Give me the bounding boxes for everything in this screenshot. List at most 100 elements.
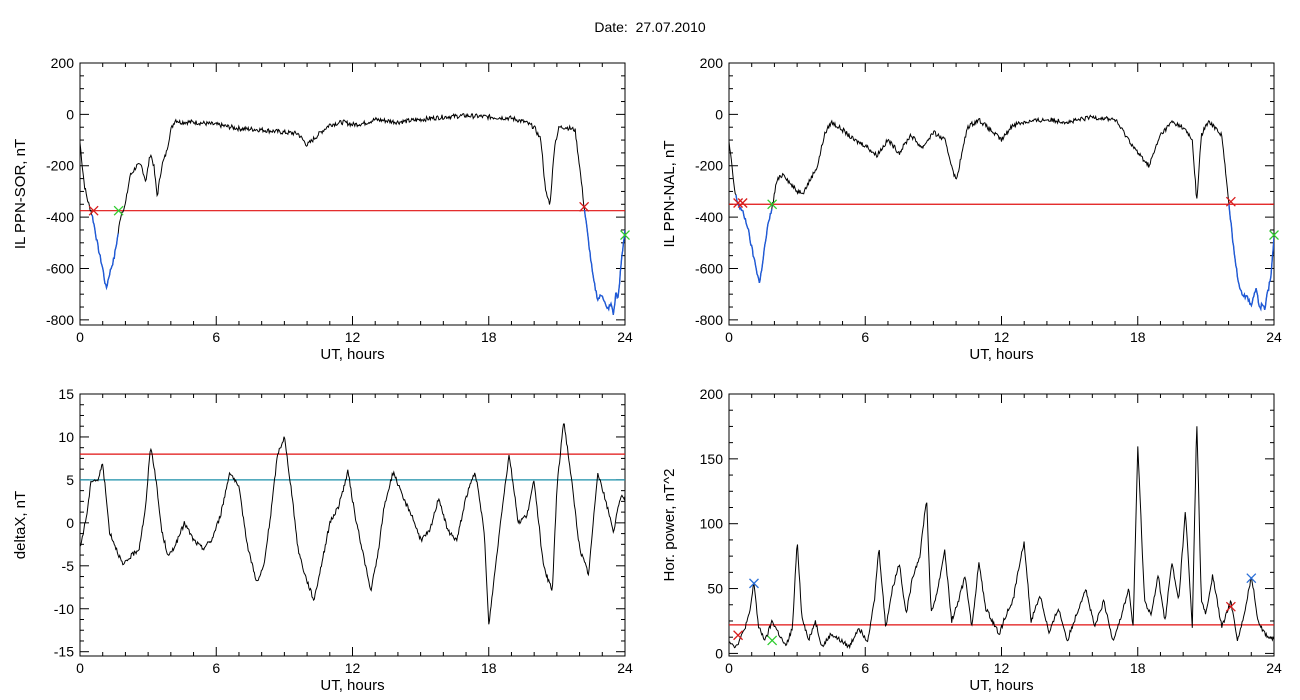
y-tick-label: -400 xyxy=(695,209,723,225)
x-tick-label: 6 xyxy=(212,660,220,676)
series-line xyxy=(729,426,1274,650)
marker-red xyxy=(1225,196,1236,207)
y-tick-label: 150 xyxy=(700,451,724,467)
y-axis-label: Hor. power, nT^2 xyxy=(661,469,678,582)
marker-red xyxy=(88,205,99,216)
highlight-segment xyxy=(91,214,119,291)
y-axis-label: IL PPN-SOR, nT xyxy=(12,139,29,249)
y-axis-label: IL PPN-NAL, nT xyxy=(661,141,678,248)
x-tick-label: 12 xyxy=(345,329,361,345)
x-axis-label: UT, hours xyxy=(969,346,1033,363)
plot-area xyxy=(729,426,1274,650)
y-tick-label: -200 xyxy=(46,158,74,174)
x-tick-label: 12 xyxy=(994,660,1010,676)
marker-stroke xyxy=(620,230,630,241)
y-tick-label: -15 xyxy=(54,644,74,660)
highlight-segment xyxy=(735,194,773,284)
marker-stroke xyxy=(767,635,778,646)
x-tick-label: 24 xyxy=(1266,660,1282,676)
y-tick-label: 5 xyxy=(66,472,74,488)
highlight-segment xyxy=(1228,203,1274,312)
marker-stroke xyxy=(733,630,744,641)
marker-stroke xyxy=(88,205,99,216)
y-tick-label: 0 xyxy=(715,106,723,122)
marker-green xyxy=(1269,230,1279,241)
series-line xyxy=(80,423,625,625)
panel-top-left: 0 6 12 18 24 UT, hours -800 -600 -400 -200 0 200 IL … xyxy=(12,55,633,363)
date-value: 27.07.2010 xyxy=(635,19,706,35)
marker-red xyxy=(579,201,590,212)
x-tick-label: 24 xyxy=(617,660,633,676)
x-tick-label: 0 xyxy=(76,329,84,345)
marker-stroke xyxy=(749,578,759,589)
x-axis-label: UT, hours xyxy=(320,346,384,363)
y-tick-label: -600 xyxy=(695,260,723,276)
marker-blue xyxy=(1246,573,1257,584)
marker-green xyxy=(767,635,778,646)
marker-red xyxy=(733,630,744,641)
marker-red xyxy=(733,198,744,208)
panel-bottom-left: 0 6 12 18 24 UT, hours -15 -10 -5 0 5 10 15 deltaX, n… xyxy=(12,386,633,694)
x-tick-label: 18 xyxy=(481,660,497,676)
marker-red xyxy=(737,198,748,208)
marker-green xyxy=(113,205,124,216)
panel-bottom-right: 0 6 12 18 24 UT, hours 0 50 100 150 200 Hor. power,… xyxy=(661,386,1282,694)
x-tick-label: 0 xyxy=(76,660,84,676)
plot-frame xyxy=(79,62,626,326)
marker-stroke xyxy=(113,205,124,216)
x-tick-label: 12 xyxy=(994,329,1010,345)
x-tick-label: 24 xyxy=(617,329,633,345)
x-tick-label: 24 xyxy=(1266,329,1282,345)
plot-area xyxy=(80,423,625,625)
y-tick-label: -600 xyxy=(46,260,74,276)
series-line xyxy=(729,114,1274,311)
figure-title: Date: 27.07.2010 xyxy=(0,19,1300,35)
y-tick-label: 0 xyxy=(715,645,723,661)
plot-area xyxy=(729,114,1274,312)
marker-blue xyxy=(749,578,759,589)
x-axis-label: UT, hours xyxy=(320,677,384,694)
marker-stroke xyxy=(737,198,748,208)
plot-frame xyxy=(728,62,1275,326)
y-tick-label: 0 xyxy=(66,106,74,122)
panel-top-right: 0 6 12 18 24 UT, hours -800 -600 -400 -200 0 200 IL … xyxy=(661,55,1282,363)
y-axis-label: deltaX, nT xyxy=(12,491,29,559)
marker-stroke xyxy=(1269,230,1279,241)
marker-stroke xyxy=(767,199,778,210)
series-line xyxy=(80,112,625,315)
x-tick-label: 18 xyxy=(481,329,497,345)
x-tick-label: 6 xyxy=(861,660,869,676)
y-tick-label: 0 xyxy=(66,515,74,531)
marker-red xyxy=(1225,601,1236,612)
x-tick-label: 12 xyxy=(345,660,361,676)
plot-frame xyxy=(79,393,626,657)
highlight-segment xyxy=(583,209,625,315)
x-tick-label: 0 xyxy=(725,660,733,676)
x-axis-label: UT, hours xyxy=(969,677,1033,694)
y-tick-label: 200 xyxy=(51,55,75,71)
x-tick-label: 18 xyxy=(1130,329,1146,345)
x-tick-label: 6 xyxy=(861,329,869,345)
y-tick-label: -10 xyxy=(54,601,74,617)
y-tick-label: 10 xyxy=(58,429,74,445)
x-tick-label: 6 xyxy=(212,329,220,345)
y-tick-label: -5 xyxy=(62,558,75,574)
y-tick-label: -400 xyxy=(46,209,74,225)
plot-area xyxy=(80,112,625,315)
y-tick-label: -800 xyxy=(695,312,723,328)
marker-stroke xyxy=(1225,196,1236,207)
marker-stroke xyxy=(579,201,590,212)
x-tick-label: 0 xyxy=(725,329,733,345)
marker-green xyxy=(767,199,778,210)
x-tick-label: 18 xyxy=(1130,660,1146,676)
y-tick-label: -800 xyxy=(46,312,74,328)
y-tick-label: -200 xyxy=(695,158,723,174)
y-tick-label: 200 xyxy=(700,386,724,402)
marker-stroke xyxy=(1246,573,1257,584)
y-tick-label: 15 xyxy=(58,386,74,402)
marker-green xyxy=(620,230,630,241)
y-tick-label: 100 xyxy=(700,516,724,532)
y-tick-label: 50 xyxy=(707,581,723,597)
date-label: Date: xyxy=(594,19,628,35)
